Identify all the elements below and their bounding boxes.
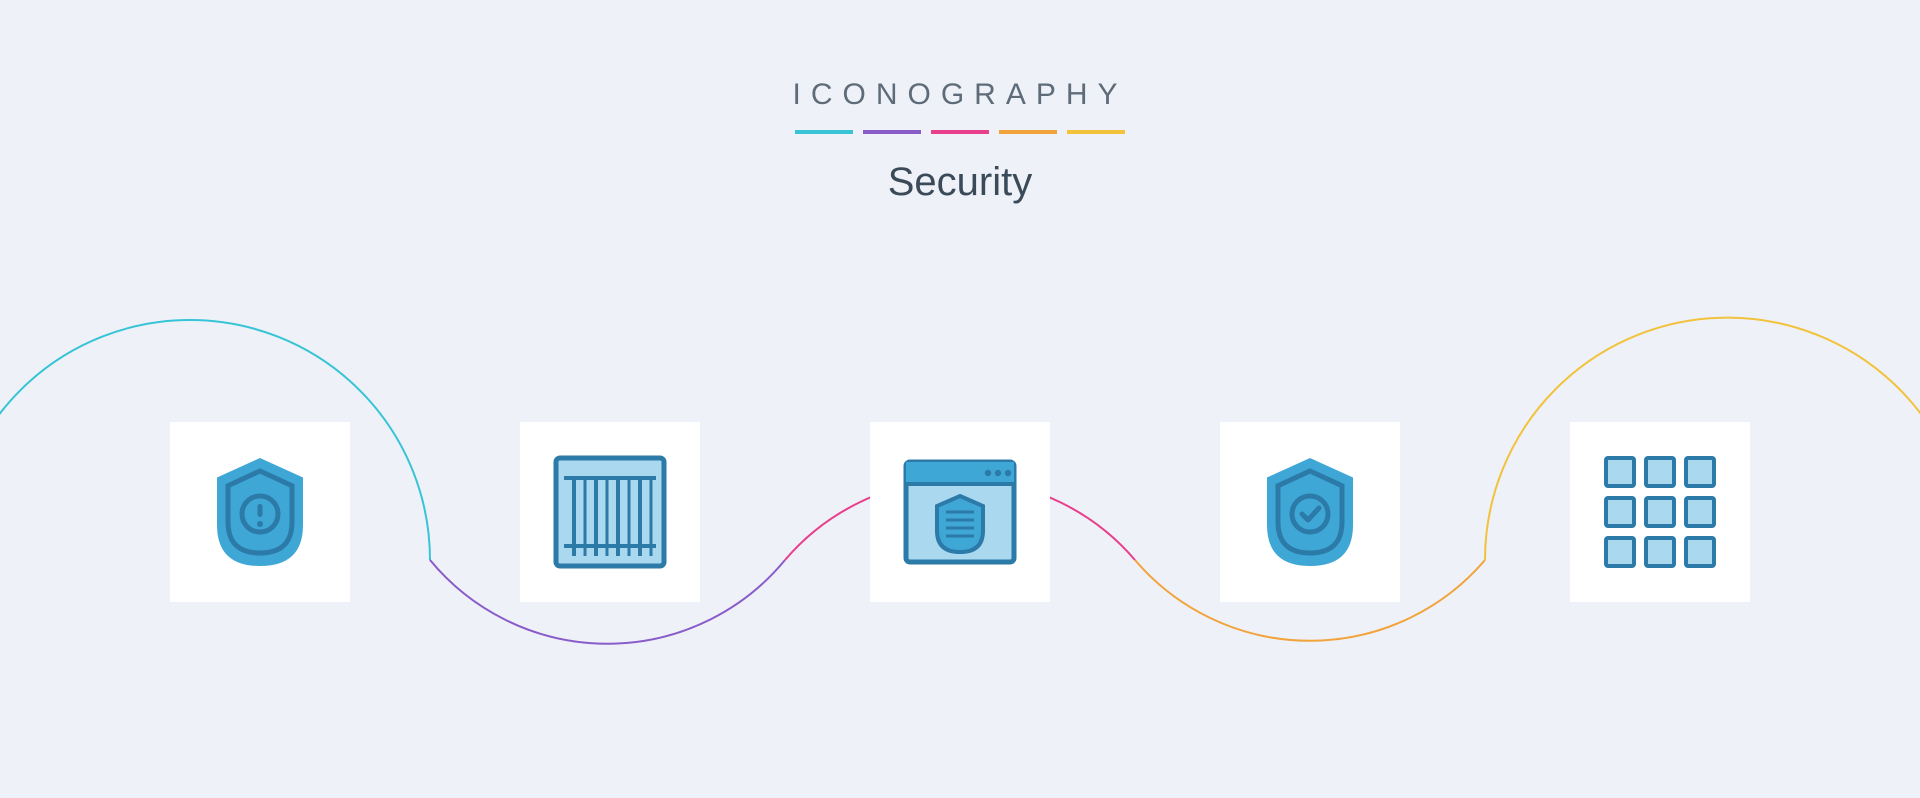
canvas: ICONOGRAPHY Security (0, 0, 1920, 798)
pin-grid-icon (1600, 452, 1720, 572)
barcode-scan-icon (550, 452, 670, 572)
shield-check-icon (1255, 452, 1365, 572)
category-label: Security (0, 160, 1920, 205)
shield-alert-icon (205, 452, 315, 572)
icon-tile-browser-shield[interactable] (870, 422, 1050, 602)
header: ICONOGRAPHY Security (0, 0, 1920, 205)
stripe-1 (863, 130, 921, 134)
icons-row (0, 422, 1920, 602)
brand-label: ICONOGRAPHY (0, 78, 1920, 112)
icon-tile-pin-grid[interactable] (1570, 422, 1750, 602)
browser-shield-icon (900, 452, 1020, 572)
stripe-4 (1067, 130, 1125, 134)
icon-tile-shield-alert[interactable] (170, 422, 350, 602)
stripe-0 (795, 130, 853, 134)
stripe-3 (999, 130, 1057, 134)
stripe-row (0, 130, 1920, 134)
stripe-2 (931, 130, 989, 134)
icon-tile-shield-check[interactable] (1220, 422, 1400, 602)
icon-tile-barcode[interactable] (520, 422, 700, 602)
